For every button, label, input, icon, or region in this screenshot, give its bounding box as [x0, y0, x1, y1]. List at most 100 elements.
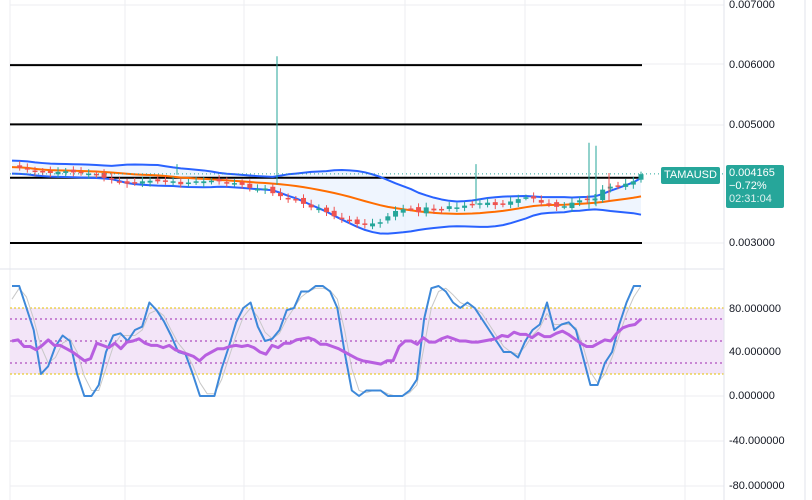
candle-up — [400, 209, 406, 213]
candle-down — [408, 208, 414, 210]
candle-down — [546, 203, 552, 205]
osc-tick: 40.000000 — [729, 346, 781, 358]
osc-tick: 80.000000 — [729, 303, 781, 315]
candle-down — [538, 200, 544, 203]
candle-down — [132, 182, 138, 184]
candle-up — [592, 198, 598, 201]
candle-up — [508, 201, 514, 205]
candle-down — [270, 186, 276, 194]
candle-down — [109, 177, 115, 180]
candle-up — [607, 186, 613, 189]
candle-up — [462, 205, 468, 208]
candle-down — [101, 173, 107, 178]
candle-down — [331, 210, 337, 217]
candle-up — [262, 188, 268, 190]
candle-up — [377, 222, 383, 224]
candle-up — [561, 206, 567, 208]
candle-up — [393, 210, 399, 217]
candle-down — [354, 219, 360, 225]
candle-up — [147, 180, 153, 183]
bollinger-fill — [12, 160, 641, 234]
osc-tick: -80.000000 — [729, 480, 785, 492]
candle-up — [630, 181, 636, 185]
candle-down — [362, 223, 368, 225]
price-tick: 0.007000 — [729, 0, 775, 11]
candle-down — [17, 165, 23, 168]
candle-down — [224, 182, 230, 184]
candle-up — [485, 202, 491, 206]
candle-up — [600, 189, 606, 201]
candle-down — [347, 219, 353, 222]
grid-lines — [9, 0, 724, 500]
candle-down — [277, 192, 283, 197]
candle-up — [139, 181, 145, 184]
candle-down — [116, 181, 122, 183]
price-tick: 0.003000 — [729, 237, 775, 249]
candle-down — [285, 197, 291, 200]
candle-down — [615, 185, 621, 187]
candle-down — [554, 202, 560, 207]
candle-up — [423, 207, 429, 214]
candle-down — [324, 207, 329, 213]
candle-down — [431, 208, 437, 211]
candle-down — [584, 198, 590, 201]
candle-up — [454, 207, 460, 209]
candle-down — [93, 173, 99, 176]
price-pane[interactable] — [10, 56, 724, 244]
price-change: −0.72% — [729, 180, 767, 192]
candle-down — [216, 179, 222, 182]
candle-down — [40, 170, 46, 173]
candle-up — [577, 200, 583, 203]
candle-up — [193, 181, 199, 183]
candle-up — [254, 189, 260, 191]
candle-down — [70, 169, 76, 173]
candle-up — [523, 197, 529, 199]
candle-up — [385, 216, 391, 221]
candle-up — [515, 199, 521, 203]
candle-down — [416, 207, 422, 213]
candle-down — [469, 203, 475, 206]
osc-tick: 0.000000 — [729, 390, 775, 402]
last-price: 0.004165 — [729, 167, 775, 179]
candle-up — [86, 173, 92, 176]
candle-up — [201, 181, 207, 184]
candle-up — [316, 208, 322, 211]
osc-tick: -40.000000 — [729, 435, 785, 447]
candle-up — [170, 181, 176, 183]
candle-up — [569, 202, 575, 209]
candle-down — [531, 196, 537, 199]
bar-countdown: 02:31:04 — [729, 193, 772, 205]
candle-down — [32, 170, 38, 173]
candle-down — [162, 180, 168, 182]
stoch-k-line — [12, 285, 641, 397]
candle-down — [492, 202, 498, 206]
price-tick: 0.005000 — [729, 119, 775, 131]
candle-up — [638, 174, 644, 180]
candle-up — [63, 171, 69, 173]
last-price-label: 0.004165 −0.72% 02:31:04 — [726, 165, 784, 208]
candle-down — [293, 198, 299, 201]
bollinger-basis-line — [11, 166, 642, 215]
symbol-label: TAMAUSD — [661, 167, 720, 184]
candle-down — [439, 208, 445, 211]
candle-up — [446, 206, 452, 209]
price-tick: 0.006000 — [729, 59, 775, 71]
candle-down — [308, 204, 314, 208]
candle-up — [623, 183, 629, 187]
rsi-line — [11, 317, 643, 366]
candle-down — [339, 217, 345, 220]
candle-down — [124, 181, 130, 184]
candle-up — [55, 171, 61, 175]
candle-down — [178, 181, 184, 185]
candle-down — [155, 179, 161, 182]
oscillator-pane[interactable] — [10, 285, 724, 397]
candle-up — [185, 182, 191, 185]
candle-up — [477, 203, 483, 205]
candle-down — [300, 197, 306, 204]
candle-up — [370, 223, 376, 227]
candle-down — [239, 181, 245, 185]
candle-down — [24, 168, 30, 170]
candle-up — [208, 180, 214, 183]
candle-down — [500, 203, 506, 205]
